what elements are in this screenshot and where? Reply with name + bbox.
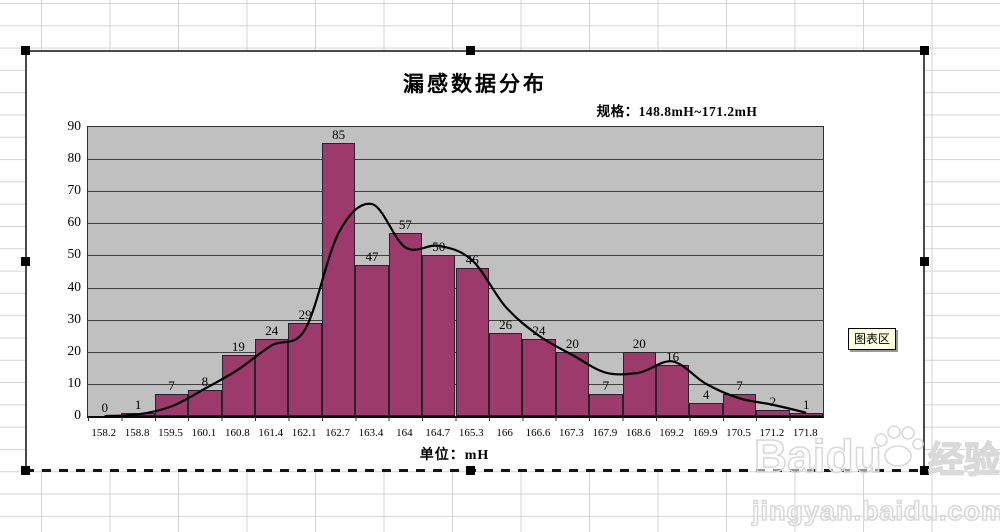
selection-handle-middle-left[interactable] [21,257,30,266]
series-line[interactable] [104,202,807,418]
x-axis-title: 单位：mH [419,448,490,463]
y-tick-label: 30 [67,310,82,326]
bar-value-label: 50 [432,239,446,255]
y-tick-label: 60 [67,214,82,230]
x-tick-label: 167.3 [559,427,584,439]
bar-165.3[interactable] [455,268,489,416]
selection-handle-middle-right[interactable] [920,257,929,266]
selection-handle-top-left[interactable] [21,46,30,55]
series-line-layer [104,202,807,418]
chart-selection-border-bottom [25,469,925,472]
chart-area[interactable]: 漏感数据分布 规格：148.8mH~171.2mH 0 1 7 8 19 24 29 85 47… [25,50,925,469]
bar-166.6[interactable] [522,338,556,416]
x-tick-label: 165.3 [458,427,484,439]
bar-167.9[interactable] [589,393,623,416]
y-tick-label: 20 [67,342,82,358]
y-tick-label: 50 [67,246,82,262]
bar-value-label: 7 [602,377,610,393]
y-tick-label: 40 [67,278,82,294]
x-axis-tick-marks [88,417,823,421]
x-tick-label: 158.2 [91,427,117,439]
bar-value-label: 29 [298,306,312,322]
gridline-50 [88,255,823,257]
x-tick-label: 162.1 [291,427,317,439]
bar-value-label: 85 [332,127,346,143]
x-tick-label: 166.6 [525,427,551,439]
bar-166[interactable] [488,332,523,416]
x-tick-label: 168.6 [625,427,651,439]
bar-value-label: 19 [231,338,245,354]
bar-value-label: 24 [265,322,279,338]
chart-title: 漏感数据分布 [403,72,547,96]
bar-171.2[interactable] [756,409,790,416]
bar-value-label: 1 [134,396,142,412]
x-tick-label: 161.4 [258,427,284,439]
bar-value-label: 2 [769,393,777,409]
bar-value-label: 26 [499,316,513,332]
bar-value-label: 24 [532,322,546,338]
x-tick-label: 166 [496,427,513,439]
x-tick-label: 167.9 [592,427,618,439]
bar-value-label: 8 [201,374,209,390]
y-tick-label: 10 [67,374,82,390]
bar-163.4[interactable] [355,265,389,416]
selection-handle-bottom-middle[interactable] [466,466,475,475]
bar-164[interactable] [388,232,423,416]
spec-label: 规格：148.8mH~171.2mH [596,104,758,119]
gridline-70 [88,191,823,193]
bar-value-label: 46 [465,252,479,268]
selection-handle-top-middle[interactable] [466,46,475,55]
selection-handle-bottom-left[interactable] [21,466,30,475]
bar-160.8[interactable] [221,355,256,416]
bar-value-label: 20 [565,335,579,351]
x-tick-label: 164 [396,427,413,439]
bar-162.1[interactable] [288,322,322,416]
x-tick-label: 171.8 [792,427,818,439]
y-tick-label: 0 [74,407,81,422]
bar-171.8[interactable] [789,412,823,416]
y-tick-label: 80 [67,150,82,166]
x-tick-label: 162.7 [325,427,350,439]
x-tick-label: 160.8 [224,427,250,439]
selection-handle-bottom-right[interactable] [920,466,929,475]
bar-value-label: 4 [702,387,710,403]
bar-value-label: 7 [168,377,175,393]
x-tick-label: 158.8 [124,427,150,439]
bar-value-label: 57 [398,216,412,232]
bar-170.5[interactable] [722,393,757,416]
plot-area[interactable]: 0 1 7 8 19 24 29 85 47 57 50 46 26 24 20 7 20 16 4 7 2 1 [87,126,824,418]
bar-168.6[interactable] [622,351,656,416]
bar-value-label: 1 [803,396,810,412]
bar-value-label: 47 [365,249,379,265]
y-tick-label: 70 [67,182,82,198]
x-tick-label: 170.5 [726,427,751,439]
x-tick-label: 163.4 [358,427,384,439]
bar-value-label: 0 [101,400,108,415]
bar-value-label: 16 [666,348,680,364]
y-tick-label: 90 [67,118,82,133]
bar-159.5[interactable] [154,393,189,416]
x-tick-label: 169.2 [659,427,685,439]
bar-value-label: 7 [736,377,743,393]
bar-169.2[interactable] [655,364,690,416]
bar-164.7[interactable] [422,255,456,416]
x-tick-label: 159.5 [158,427,183,439]
selection-handle-top-right[interactable] [920,46,929,55]
x-tick-label: 169.9 [692,427,718,439]
gridline-60 [88,223,823,225]
bar-value-label: 20 [632,335,646,351]
chart-area-tooltip: 图表区 [848,328,897,350]
x-tick-label: 164.7 [425,427,451,439]
x-tick-label: 160.1 [191,427,217,439]
gridline-80 [88,159,823,161]
bar-169.9[interactable] [689,403,723,416]
x-tick-label: 171.2 [759,427,785,439]
